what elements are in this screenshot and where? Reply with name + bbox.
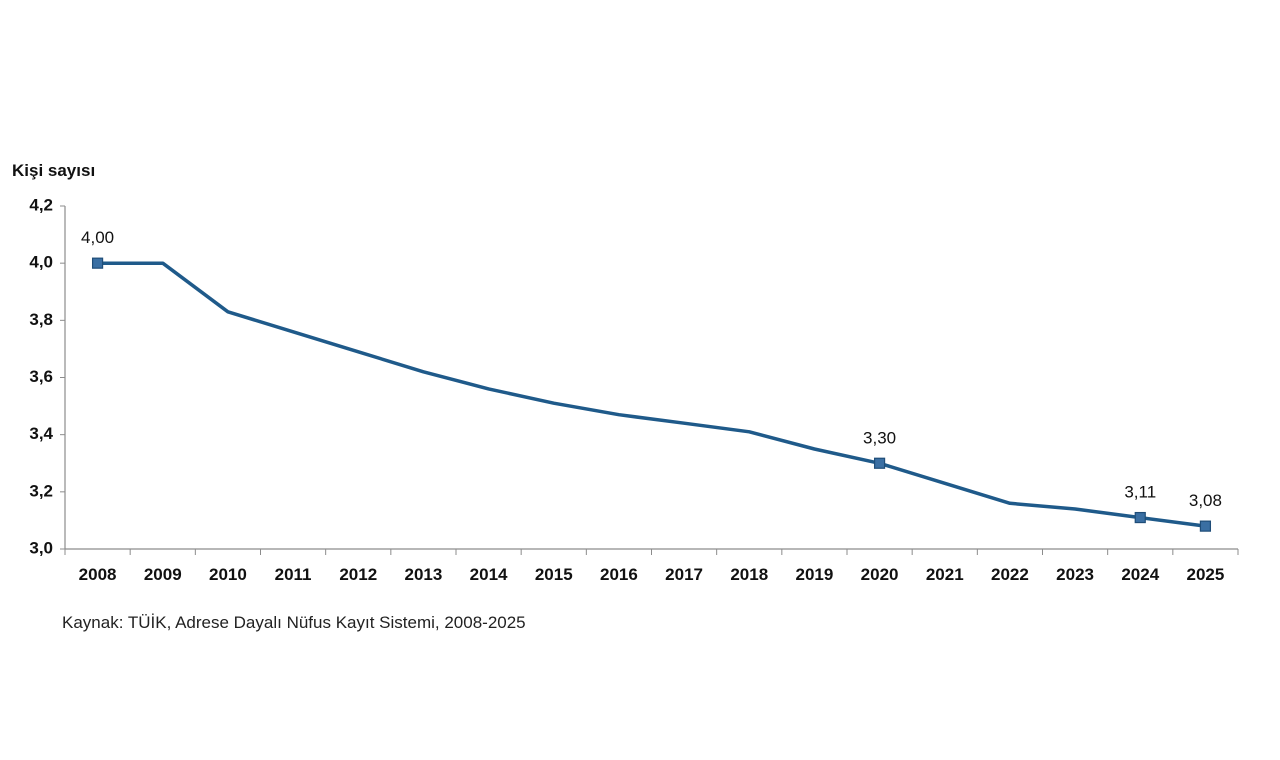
x-tick-label: 2014 [470,565,508,584]
x-tick-label: 2023 [1056,565,1094,584]
source-note: Kaynak: TÜİK, Adrese Dayalı Nüfus Kayıt … [62,613,526,632]
x-tick-label: 2022 [991,565,1029,584]
y-tick-label: 3,0 [29,538,53,557]
series-line [97,261,1206,528]
data-point-marker [1134,511,1146,524]
x-tick-label: 2021 [926,565,964,584]
x-tick-label: 2018 [730,565,768,584]
x-tick-label: 2024 [1121,565,1159,584]
x-tick-label: 2010 [209,565,247,584]
data-label: 3,30 [863,428,896,447]
y-axis-title: Kişi sayısı [12,161,95,180]
y-tick-label: 4,0 [29,253,53,272]
x-tick-label: 2019 [796,565,834,584]
x-tick-label: 2011 [275,565,312,584]
data-point-marker [91,257,104,269]
data-point-marker [1199,520,1212,532]
series-group [91,257,1212,532]
data-labels: 4,00 3,30 3,11 3,08 [81,228,1222,510]
data-label: 4,00 [81,228,114,247]
x-tick-label: 2015 [535,565,573,584]
data-label: 3,11 [1124,483,1156,502]
x-tick-label: 2017 [665,565,703,584]
x-tick-label: 2012 [339,565,377,584]
y-tick-label: 3,6 [29,367,53,386]
x-tick-label: 2009 [144,565,182,584]
x-tick-label: 2016 [600,565,638,584]
data-label: 3,08 [1189,491,1222,510]
data-point-marker [873,457,886,469]
y-tick-label: 3,4 [29,424,53,443]
y-axis-ticks: 3,0 3,2 3,4 3,6 3,8 4,0 4,2 [29,195,65,557]
x-tick-label: 2008 [79,565,117,584]
y-tick-label: 4,2 [29,195,53,214]
x-tick-label: 2025 [1187,565,1225,584]
x-tick-label: 2013 [405,565,443,584]
x-axis-ticks: 2008 2009 2010 2011 2012 2013 2014 2015 2016 2017… [64,549,1239,584]
y-tick-label: 3,2 [29,481,53,500]
axes [64,206,1238,550]
x-tick-label: 2020 [861,565,899,584]
y-tick-label: 3,8 [29,310,53,329]
